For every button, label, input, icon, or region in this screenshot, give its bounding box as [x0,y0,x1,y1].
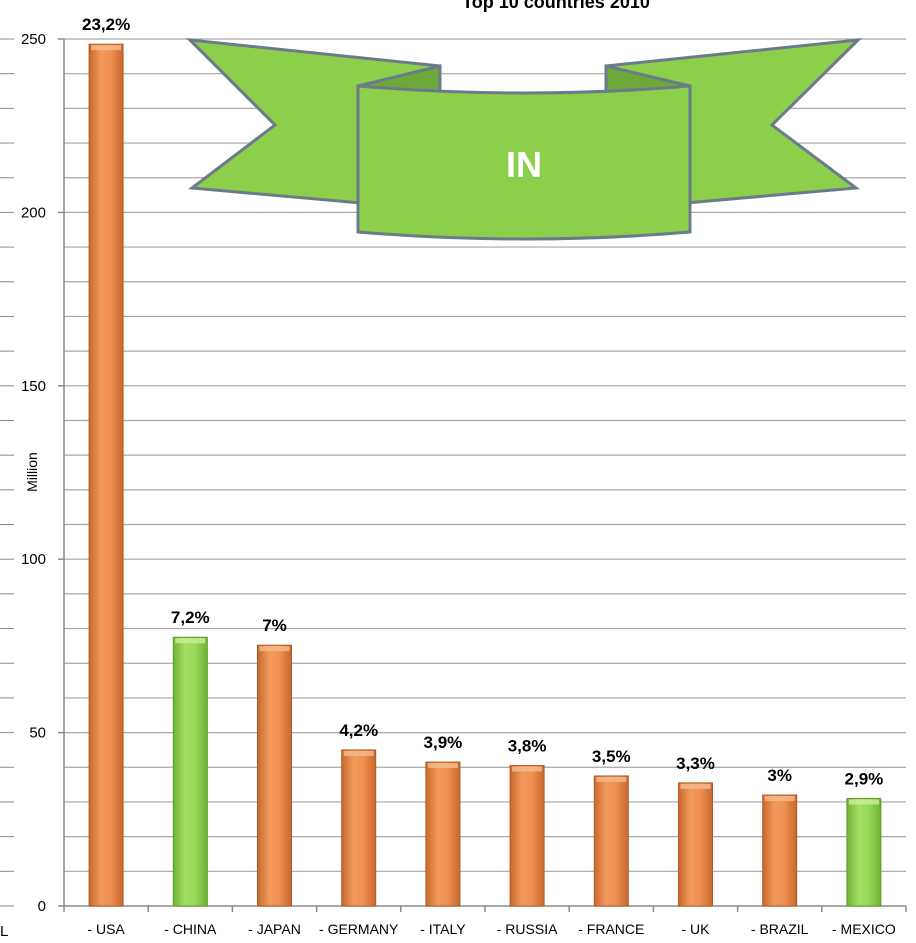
y-tick-label: 250 [21,31,46,48]
bar [341,749,377,907]
bar [593,775,629,907]
data-label: 2,9% [845,769,884,788]
bar-highlight [175,638,206,644]
bar [762,794,798,907]
y-tick-label: 0 [38,898,46,915]
stray-axis-label: L [0,923,8,940]
bar-highlight [680,783,711,789]
bar-highlight [91,45,122,51]
bar-highlight [764,796,795,802]
y-tick-labels: 0 50 100 150 200 250 [21,31,46,915]
bar-highlight [427,763,458,769]
bar-highlight [343,750,374,756]
bar [678,782,713,907]
ribbon-banner: IN [185,38,863,241]
y-axis-title: Million [24,452,40,492]
category-label: - RUSSIA [497,921,558,937]
category-label: - CHINA [164,921,217,937]
data-label: 4,2% [339,721,378,740]
data-label: 3,3% [676,754,715,773]
bar [257,644,292,907]
category-label: - UK [682,921,711,937]
data-label: 23,2% [82,15,130,34]
category-label: - GERMANY [319,921,399,937]
data-labels: 23,2% 7,2% 7% 4,2% 3,9% 3,8% 3,5% 3,3% 3% 2,9% [82,15,883,788]
banner-text: IN [506,144,542,185]
ribbon-center [356,84,692,241]
bar [172,636,208,907]
category-label: - USA [87,921,125,937]
data-label: 7,2% [171,608,210,627]
data-label: 3,5% [592,747,631,766]
y-tick-label: 50 [29,725,46,742]
bar [425,761,461,907]
data-label: 7% [262,616,287,635]
data-label: 3,9% [424,733,463,752]
category-label: - ITALY [420,921,466,937]
y-tick-label: 100 [21,551,46,568]
bar-highlight [596,776,627,782]
data-label: 3% [767,766,792,785]
category-labels: - USA - CHINA - JAPAN - GERMANY - ITALY - RUS… [87,921,895,937]
bar-highlight [848,799,879,805]
bar [846,797,882,907]
y-tick-label: 150 [21,378,46,395]
category-label: - FRANCE [578,921,644,937]
category-label: - MEXICO [832,921,896,937]
category-label: - BRAZIL [751,921,809,937]
bar-highlight [259,646,290,652]
bars [88,43,882,907]
chart-title: Top 10 countries 2010 [462,0,650,12]
data-label: 3,8% [508,737,547,756]
y-tick-label: 200 [21,204,46,221]
bar [88,43,124,907]
category-label: - JAPAN [248,921,301,937]
bar [509,765,545,907]
bar-highlight [512,766,543,772]
